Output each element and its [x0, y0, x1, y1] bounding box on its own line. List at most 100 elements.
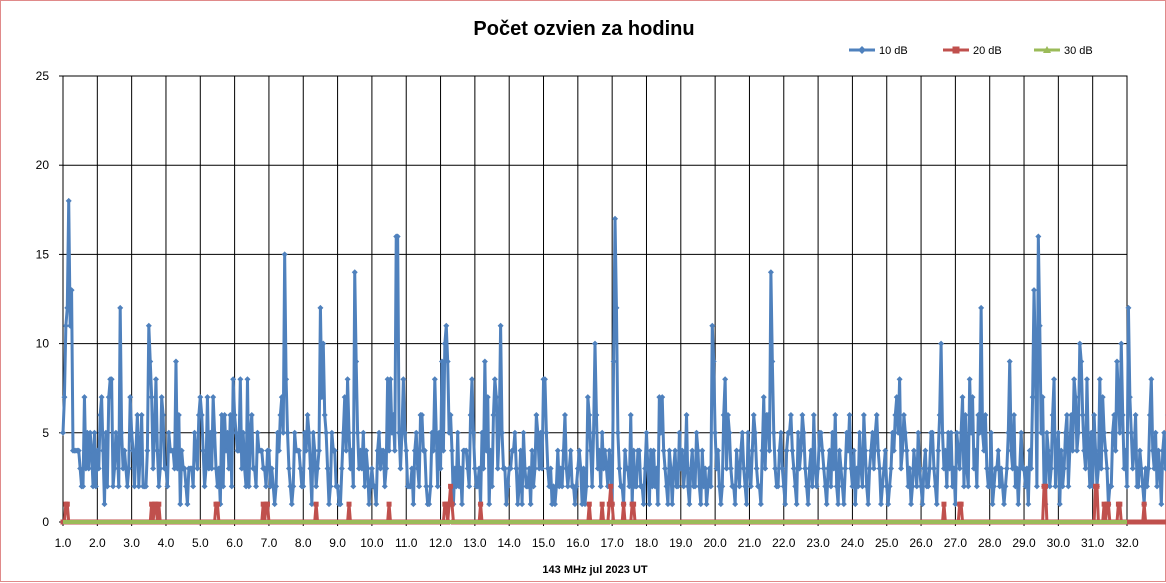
data-point: [960, 394, 966, 400]
y-tick-label: 20: [36, 158, 50, 172]
data-point: [628, 412, 634, 418]
data-point: [400, 376, 406, 382]
data-point: [885, 501, 891, 507]
data-point: [901, 412, 907, 418]
data-point: [744, 501, 750, 507]
data-point: [376, 430, 382, 436]
data-point: [482, 358, 488, 364]
data-point: [253, 483, 259, 489]
data-point: [448, 484, 453, 489]
data-point: [197, 394, 203, 400]
data-point: [81, 394, 87, 400]
data-point: [805, 501, 811, 507]
data-point: [1103, 448, 1109, 454]
data-point: [915, 430, 921, 436]
data-point: [432, 376, 438, 382]
x-tick-label: 24.0: [841, 536, 865, 550]
data-point: [938, 341, 944, 347]
series-layer: [60, 144, 1166, 524]
data-point: [576, 448, 582, 454]
data-point: [265, 502, 270, 507]
data-point: [1084, 376, 1090, 382]
data-point: [1097, 376, 1103, 382]
data-point: [469, 376, 475, 382]
data-point: [732, 501, 738, 507]
data-point: [350, 483, 356, 489]
data-point: [832, 412, 838, 418]
data-point: [824, 501, 830, 507]
data-point: [771, 430, 777, 436]
data-point: [282, 251, 288, 257]
data-point: [254, 430, 260, 436]
data-point: [428, 483, 434, 489]
series-10-db: [60, 144, 1166, 507]
data-point: [116, 483, 122, 489]
data-point: [173, 358, 179, 364]
data-point: [326, 501, 332, 507]
data-point: [761, 394, 767, 400]
legend-swatch-marker: [953, 47, 960, 54]
data-point: [443, 323, 449, 329]
data-point: [512, 430, 518, 436]
data-point: [852, 501, 858, 507]
data-point: [244, 376, 250, 382]
data-point: [616, 465, 622, 471]
data-point: [978, 305, 984, 311]
data-point: [751, 412, 757, 418]
data-point: [314, 502, 319, 507]
data-point: [286, 465, 292, 471]
data-point: [622, 448, 628, 454]
data-point: [959, 502, 964, 507]
data-point: [1114, 358, 1120, 364]
data-point: [799, 412, 805, 418]
data-point: [935, 448, 941, 454]
data-point: [1130, 465, 1136, 471]
data-point: [766, 448, 772, 454]
data-point: [495, 465, 501, 471]
data-point: [543, 430, 549, 436]
x-tick-label: 30.0: [1047, 536, 1071, 550]
data-point: [941, 502, 946, 507]
data-point: [65, 502, 70, 507]
data-point: [778, 430, 784, 436]
x-tick-label: 28.0: [978, 536, 1002, 550]
data-point: [1001, 501, 1007, 507]
data-point: [498, 323, 504, 329]
data-point: [285, 430, 291, 436]
data-point: [347, 502, 352, 507]
x-tick-label: 23.0: [806, 536, 830, 550]
data-point: [995, 448, 1001, 454]
data-point: [608, 484, 613, 489]
x-tick-label: 17.0: [600, 536, 624, 550]
data-point: [861, 412, 867, 418]
data-point: [1106, 502, 1111, 507]
data-point: [99, 394, 105, 400]
data-point: [898, 465, 904, 471]
data-point: [1118, 341, 1124, 347]
data-point: [398, 465, 404, 471]
data-point: [1025, 501, 1031, 507]
data-point: [1034, 483, 1040, 489]
data-point: [1094, 484, 1099, 489]
data-point: [382, 483, 388, 489]
data-point: [202, 483, 208, 489]
data-point: [562, 412, 568, 418]
data-point: [1044, 430, 1050, 436]
legend-swatch-marker: [858, 46, 866, 54]
data-point: [455, 430, 461, 436]
data-point: [568, 448, 574, 454]
data-point: [520, 430, 526, 436]
data-point: [661, 448, 667, 454]
data-point: [814, 483, 820, 489]
x-tick-label: 32.0: [1115, 536, 1139, 550]
data-point: [709, 323, 715, 329]
data-point: [1125, 305, 1131, 311]
data-point: [323, 430, 329, 436]
data-point: [101, 501, 107, 507]
data-point: [1043, 484, 1048, 489]
data-point: [387, 502, 392, 507]
data-point: [589, 483, 595, 489]
data-point: [230, 376, 236, 382]
data-point: [874, 412, 880, 418]
x-tick-label: 8.0: [295, 536, 312, 550]
